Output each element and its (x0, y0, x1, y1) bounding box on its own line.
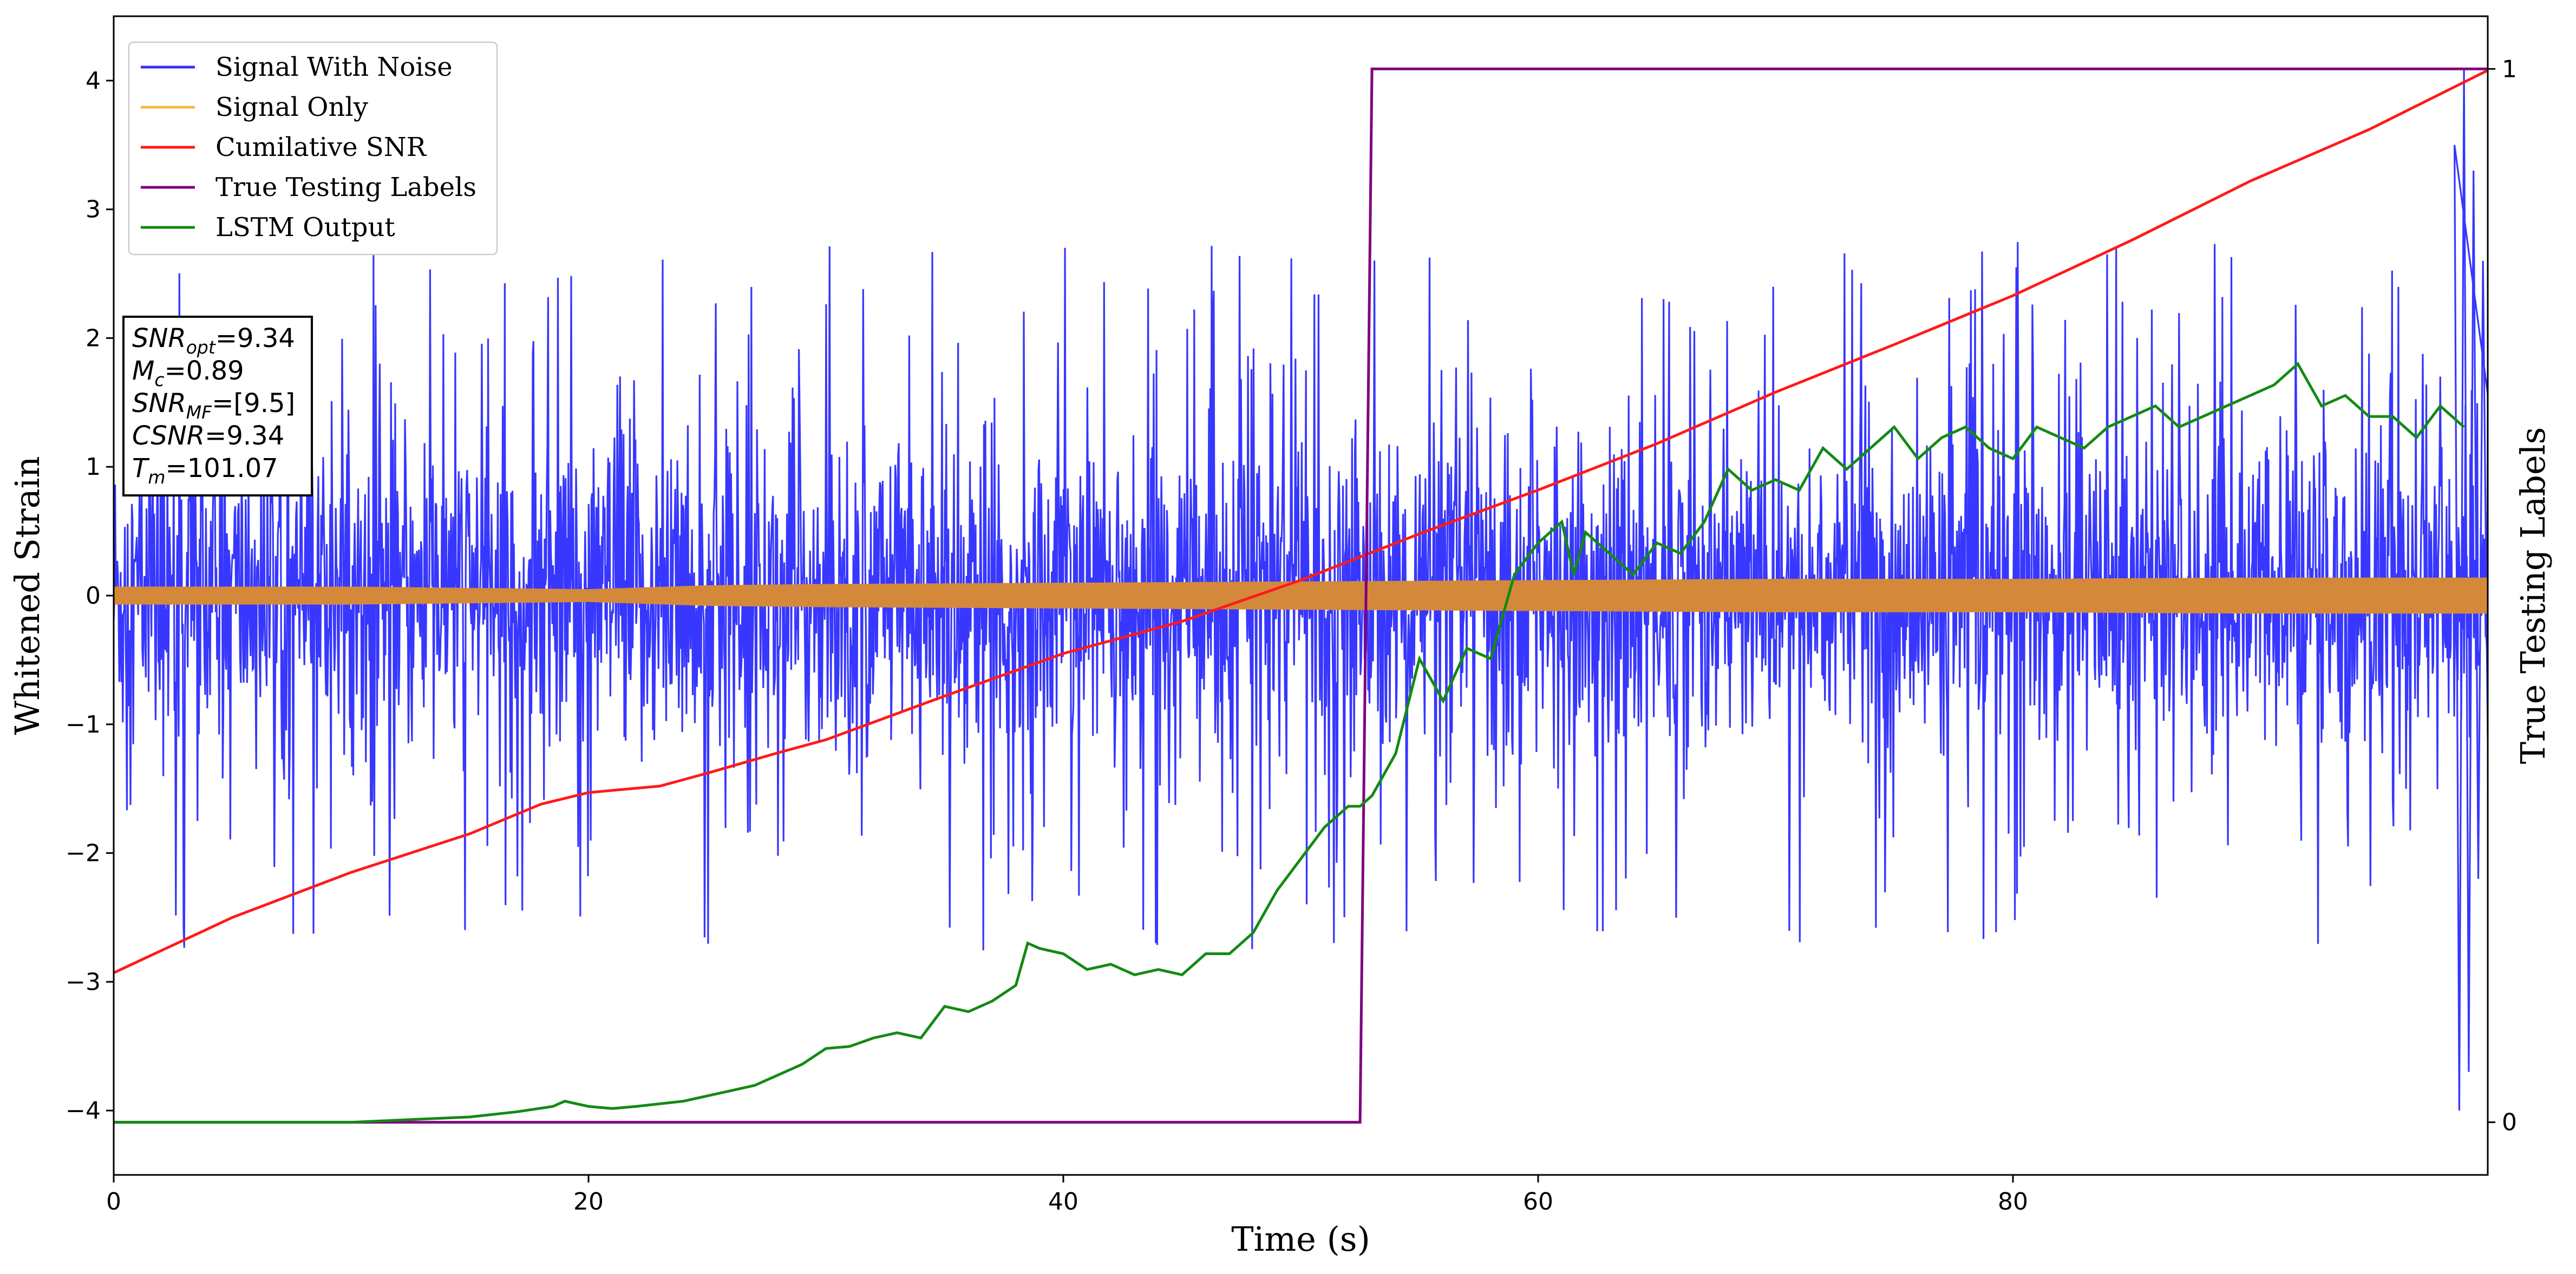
y-axis-label: Whitened Strain (8, 456, 47, 735)
y-tick-label: 4 (86, 67, 101, 95)
y-tick-label: −3 (66, 968, 101, 996)
y-tick-label: −1 (66, 711, 101, 739)
legend-label: Cumilative SNR (215, 132, 427, 162)
y-right-tick-label: 1 (2502, 55, 2517, 83)
legend: Signal With Noise Signal Only Cumilative S… (128, 41, 498, 256)
x-tick-label: 20 (573, 1188, 604, 1216)
y-right-tick-label: 0 (2502, 1109, 2517, 1136)
info-line: Tm=101.07 (132, 453, 278, 488)
info-line: Mc=0.89 (132, 356, 244, 390)
x-tick-label: 40 (1048, 1188, 1078, 1216)
info-line: CSNR=9.34 (132, 421, 284, 451)
series-true-labels-line (114, 67, 2488, 1124)
legend-label: LSTM Output (215, 212, 395, 243)
x-tick-label: 0 (106, 1188, 121, 1216)
x-tick-label: 60 (1523, 1188, 1553, 1216)
plot-area (114, 67, 2488, 1124)
series-lstm-output-line (114, 362, 2465, 1124)
series-signal-only-band (114, 577, 2488, 614)
y-tick-label: 1 (86, 453, 101, 481)
info-line: SNRopt=9.34 (132, 323, 295, 358)
legend-label: True Testing Labels (215, 172, 476, 202)
info-box-frame (122, 316, 313, 496)
y-tick-label: 3 (86, 196, 101, 224)
series-cumulative-snr-line (114, 69, 2488, 974)
legend-label: Signal With Noise (215, 52, 453, 82)
y-tick-label: −4 (66, 1097, 101, 1125)
info-line: SNRMF=[9.5] (132, 388, 295, 423)
x-tick-label: 80 (1998, 1188, 2028, 1216)
y-axis-right-label: True Testing Labels (2513, 427, 2553, 765)
y-tick-label: −2 (66, 840, 101, 867)
x-axis-label: Time (s) (1231, 1219, 1370, 1259)
legend-label: Signal Only (215, 92, 368, 122)
y-tick-label: 2 (86, 324, 101, 352)
legend-box (128, 41, 498, 256)
info-box: SNRopt=9.34Mc=0.89SNRMF=[9.5]CSNR=9.34Tm… (122, 316, 313, 496)
y-tick-label: 0 (86, 582, 101, 610)
